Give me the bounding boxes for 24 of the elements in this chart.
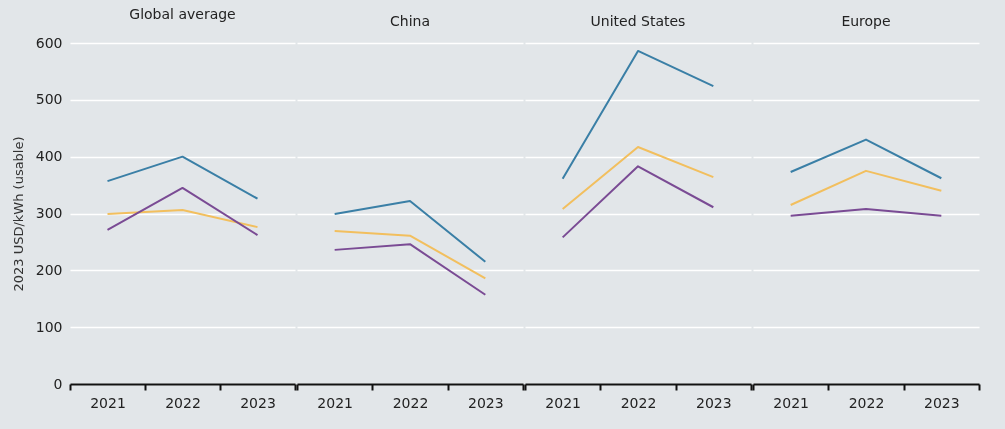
chart-title: Europe	[841, 13, 891, 29]
x-tick-label: 2023	[696, 394, 732, 411]
y-tick-label: 200	[35, 261, 63, 278]
y-axis-title: 2023 USD/kWh (usable)	[10, 136, 26, 292]
y-tick-label: 600	[35, 34, 63, 51]
x-tick-label: 2023	[924, 394, 960, 411]
chart-title: United States	[590, 13, 686, 29]
y-tick-label: 400	[35, 148, 63, 165]
y-tick-label: 500	[35, 91, 63, 108]
x-tick-label: 2021	[90, 394, 126, 411]
x-tick-label: 2023	[468, 394, 504, 411]
x-tick-label: 2021	[317, 394, 353, 411]
x-tick-label: 2022	[848, 394, 885, 411]
y-tick-label: 100	[35, 318, 63, 335]
x-tick-label: 2021	[545, 394, 581, 411]
x-tick-label: 2022	[620, 394, 657, 411]
y-tick-label: 0	[53, 375, 63, 392]
y-tick-label: 300	[35, 205, 63, 221]
chart-title: China	[390, 13, 430, 29]
x-tick-label: 2021	[773, 394, 809, 411]
x-tick-label: 2023	[240, 394, 276, 411]
x-tick-label: 2022	[165, 394, 201, 411]
chart-title: Global average	[129, 6, 236, 22]
x-tick-label: 2022	[392, 394, 429, 411]
